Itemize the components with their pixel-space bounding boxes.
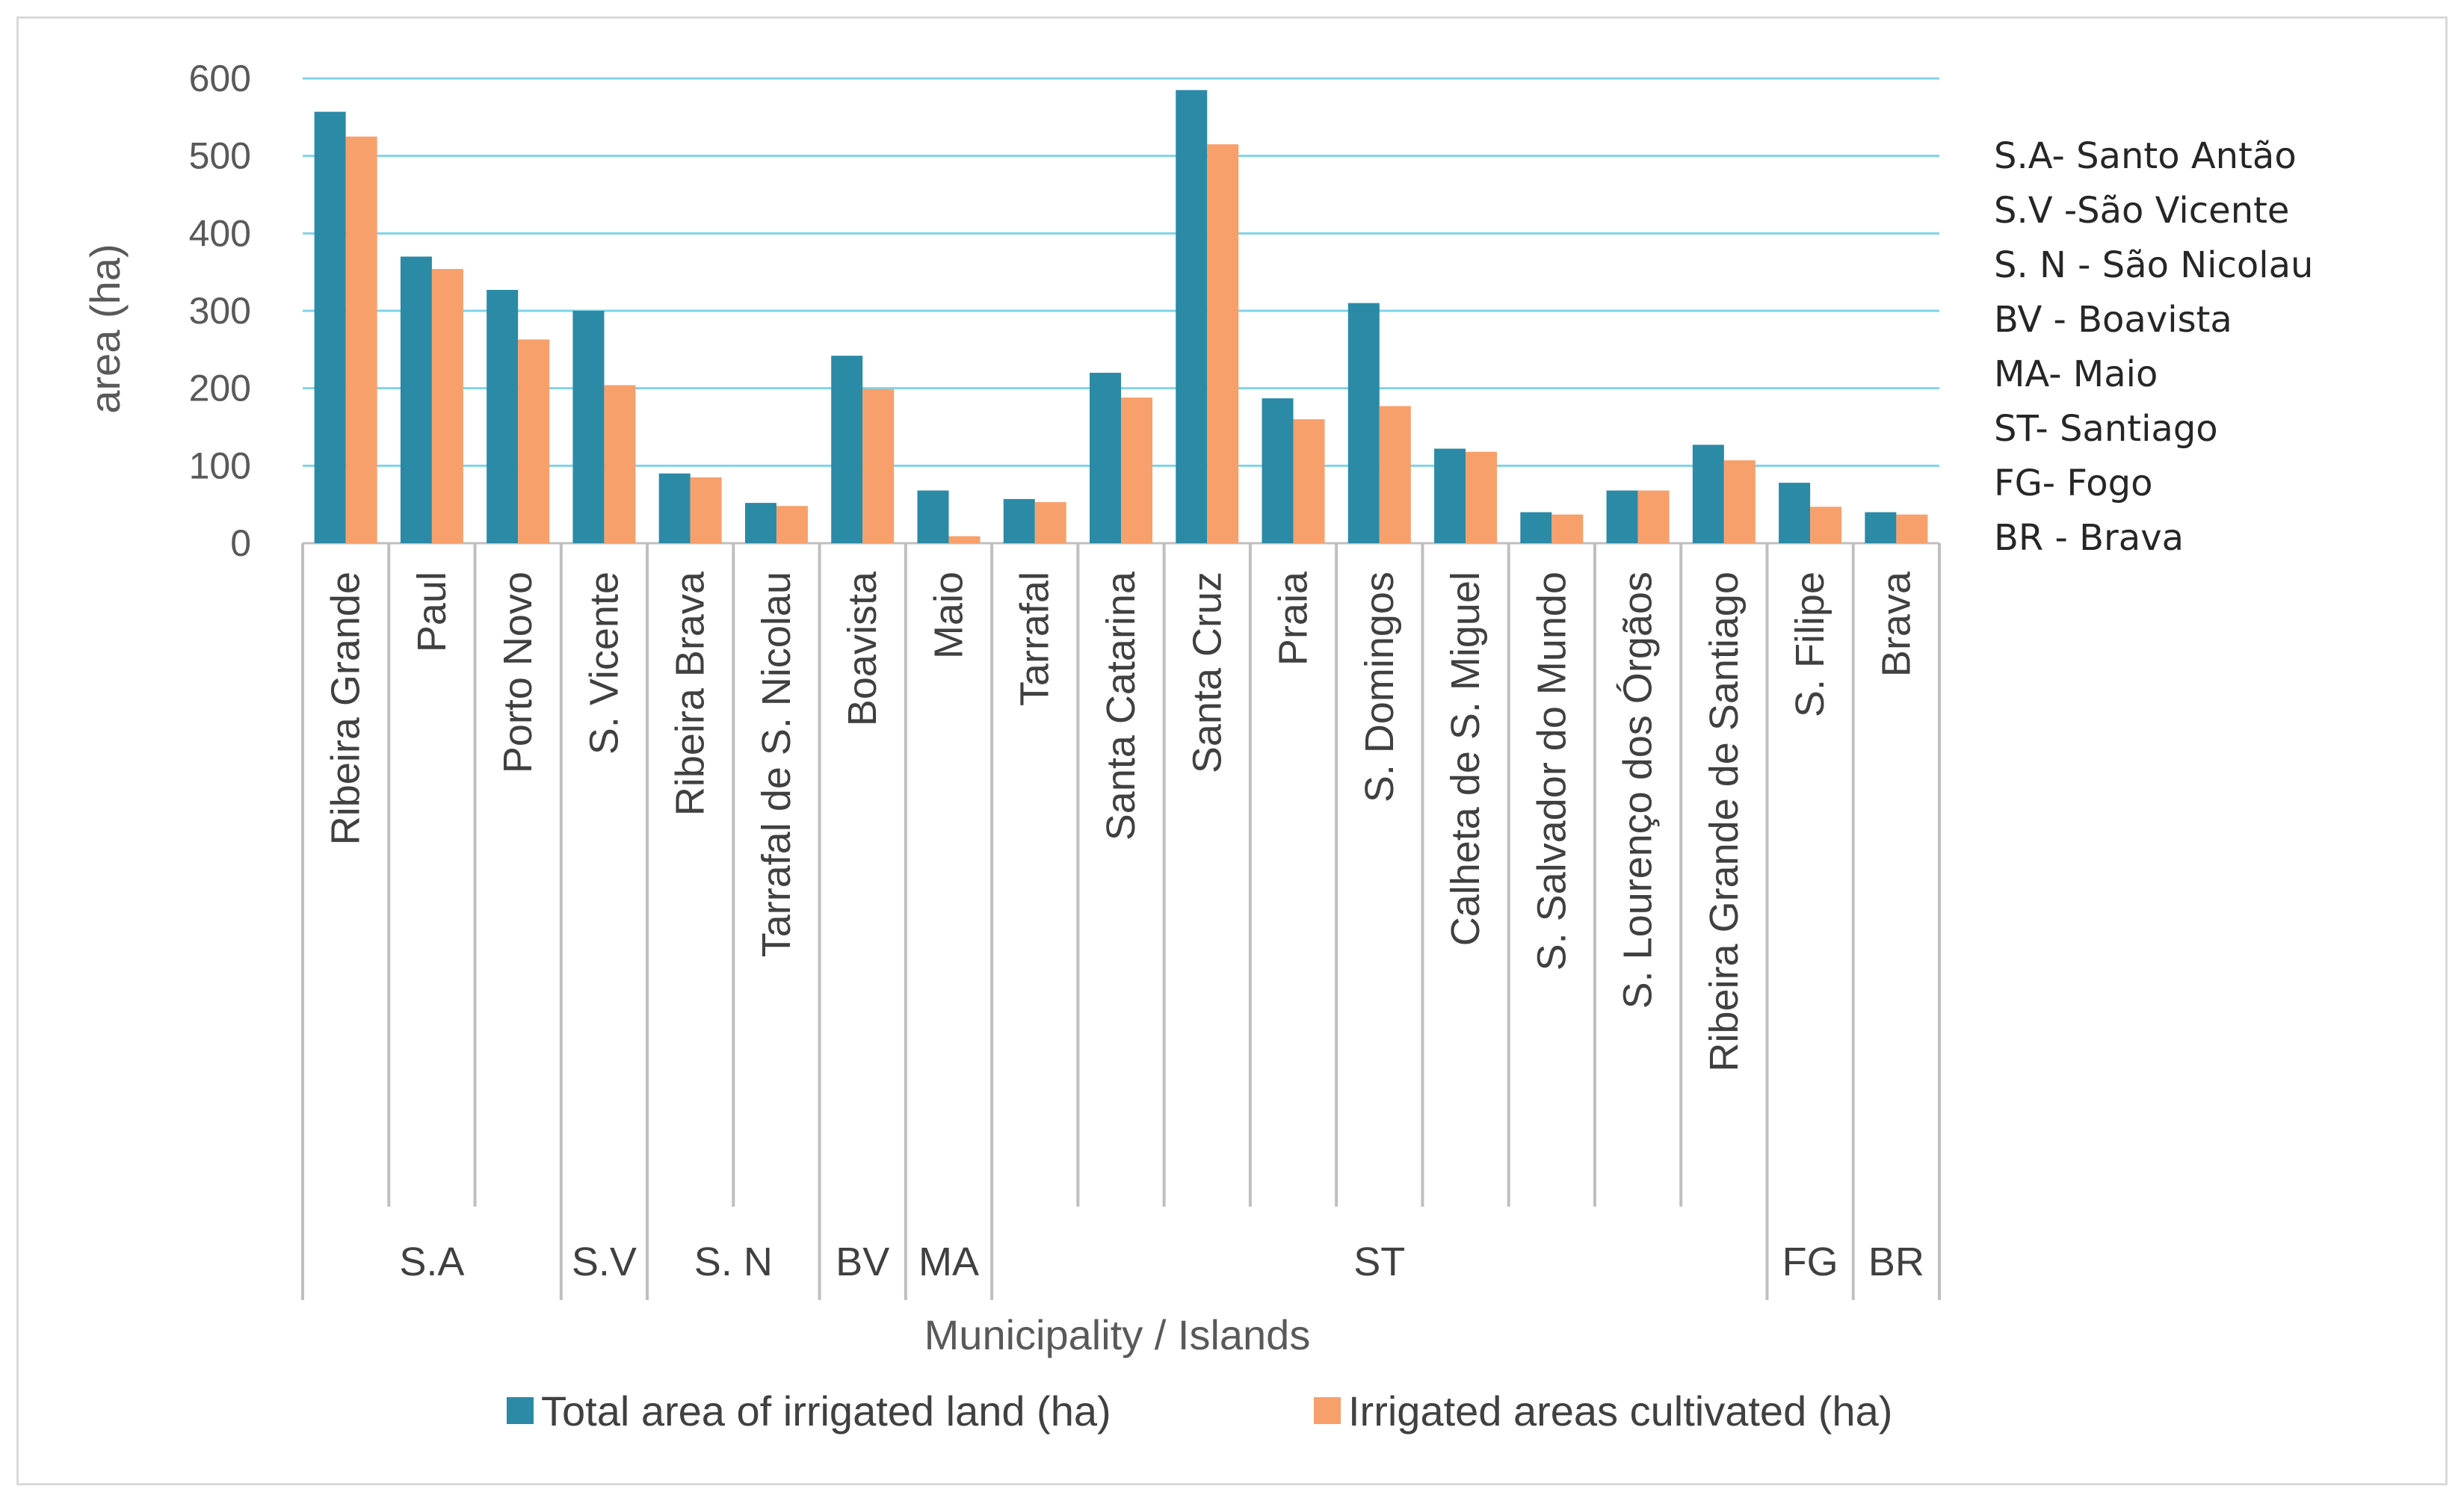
bar-total <box>1262 398 1294 543</box>
group-label: BR <box>1868 1240 1924 1284</box>
category-labels: Ribeira Grande Paul Porto Novo S. Vicente Ri… <box>324 571 1919 1071</box>
group-label: S.V <box>572 1240 637 1284</box>
x-axis-title: Municipality / Islands <box>924 1311 1311 1358</box>
annotation-line: ST- Santiago <box>1994 408 2218 450</box>
legend: Total area of irrigated land (ha) Irrigat… <box>507 1387 1892 1435</box>
category-label: Calheta de S. Miguel <box>1443 572 1488 946</box>
category-label: Praia <box>1271 571 1316 666</box>
bar-cultivated <box>604 385 636 543</box>
group-label: S. N <box>694 1240 773 1284</box>
abbreviation-annotations: S.A- Santo Antão S.V -São Vicente S. N - S… <box>1994 135 2313 559</box>
category-label: S. Filipe <box>1788 572 1832 717</box>
bar-cultivated <box>1466 451 1498 543</box>
annotation-line: S.A- Santo Antão <box>1994 135 2297 177</box>
bar-total <box>1176 90 1208 544</box>
bar-cultivated <box>1637 490 1670 543</box>
y-tick-label: 100 <box>189 445 251 486</box>
group-labels: S.A S.V S. N BV MA ST FG BR <box>399 1240 1924 1284</box>
group-label: BV <box>836 1240 889 1284</box>
y-tick-label: 300 <box>189 290 251 332</box>
bar-total <box>1347 303 1380 543</box>
bar-total <box>658 473 691 543</box>
bar-cultivated <box>345 136 377 543</box>
legend-label: Total area of irrigated land (ha) <box>541 1387 1111 1435</box>
bar-total <box>400 256 432 543</box>
group-label: S.A <box>399 1240 464 1284</box>
bar-cultivated <box>1896 514 1928 543</box>
bar-cultivated <box>948 536 981 543</box>
category-label: Paul <box>410 572 454 652</box>
y-tick-label: 500 <box>189 135 251 177</box>
bar-cultivated <box>1379 406 1411 543</box>
annotation-line: S. N - São Nicolau <box>1994 244 2313 286</box>
bar-total <box>917 490 949 543</box>
bar-cultivated <box>431 269 463 543</box>
y-tick-label: 600 <box>189 58 251 99</box>
y-tick-label: 400 <box>189 212 251 254</box>
bar-cultivated <box>1034 502 1066 543</box>
category-label: Santa Catarina <box>1099 571 1143 841</box>
bars <box>314 90 1928 544</box>
bar-total <box>1865 512 1897 543</box>
category-label: Ribeira Grande <box>324 572 368 845</box>
category-label: Santa Cruz <box>1185 572 1229 773</box>
category-label: Ribeira Brava <box>668 571 713 816</box>
y-tick-label: 0 <box>230 522 251 564</box>
bar-cultivated <box>1810 507 1842 543</box>
category-label: Tarrafal de S. Nicolau <box>754 572 799 957</box>
annotation-line: BR - Brava <box>1994 517 2184 559</box>
category-label: S. Domingos <box>1357 572 1402 802</box>
bar-total <box>572 311 605 543</box>
bar-cultivated <box>518 339 550 543</box>
bar-total <box>744 503 776 543</box>
bar-total <box>831 356 863 543</box>
legend-swatch <box>1314 1397 1341 1424</box>
y-tick-label: 200 <box>189 368 251 409</box>
bar-cultivated <box>690 477 722 543</box>
annotation-line: BV - Boavista <box>1994 299 2232 341</box>
bar-total <box>1090 372 1121 543</box>
bar-cultivated <box>1723 460 1756 543</box>
bar-total <box>1520 512 1552 543</box>
bar-cultivated <box>1121 397 1152 543</box>
x-axis <box>301 543 1941 1300</box>
y-axis-ticks: 0 100 200 300 400 500 600 <box>189 58 251 564</box>
category-label: Porto Novo <box>495 572 540 773</box>
legend-swatch <box>507 1397 534 1424</box>
category-label: S. Vicente <box>581 572 626 755</box>
group-label: ST <box>1353 1240 1405 1284</box>
category-label: S. Salvador do Mundo <box>1529 572 1574 971</box>
bar-total <box>1606 490 1638 543</box>
bar-total <box>1779 483 1811 543</box>
group-label: FG <box>1782 1240 1838 1284</box>
annotation-line: FG- Fogo <box>1994 462 2152 504</box>
category-label: Tarrafal <box>1013 572 1057 706</box>
y-axis-title: area (ha) <box>81 244 129 413</box>
category-label: Maio <box>926 572 971 659</box>
bar-total <box>487 290 519 543</box>
category-label: S. Lourenço dos Órgãos <box>1616 572 1661 1009</box>
annotation-line: MA- Maio <box>1994 353 2158 395</box>
group-label: MA <box>918 1240 979 1284</box>
bar-total <box>1003 498 1035 543</box>
category-label: Ribeira Grande de Santiago <box>1702 572 1747 1071</box>
bar-cultivated <box>1207 144 1239 543</box>
category-label: Boavista <box>840 571 885 726</box>
bar-cultivated <box>776 506 808 543</box>
bar-total <box>314 111 346 543</box>
bar-total <box>1434 448 1466 543</box>
bar-cultivated <box>1293 419 1325 543</box>
legend-label: Irrigated areas cultivated (ha) <box>1348 1387 1892 1435</box>
bar-cultivated <box>1551 514 1584 543</box>
annotation-line: S.V -São Vicente <box>1994 190 2289 232</box>
bar-cultivated <box>862 389 895 543</box>
category-label: Brava <box>1874 571 1918 677</box>
bar-total <box>1692 445 1724 543</box>
